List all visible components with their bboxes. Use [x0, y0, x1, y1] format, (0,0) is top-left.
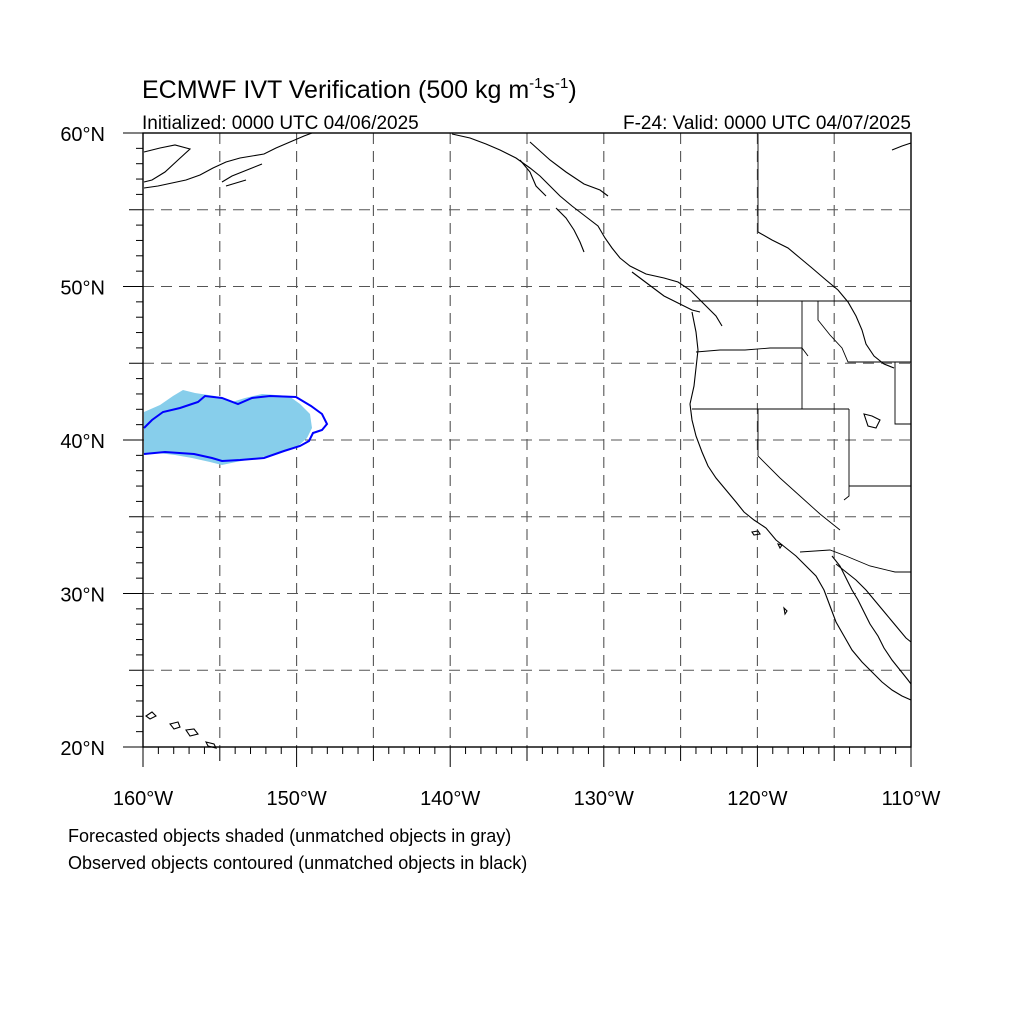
coastlines: [143, 132, 912, 749]
borders: [692, 134, 911, 573]
footnote-forecast: Forecasted objects shaded (unmatched obj…: [68, 826, 512, 846]
observed-object-contour: [143, 394, 329, 463]
title-main: ECMWF IVT Verification (500 kg m: [142, 76, 529, 104]
lon-label: 150°W: [266, 788, 326, 810]
alaska-coast: [143, 144, 192, 183]
forecast-object: [144, 390, 312, 465]
title-exponent-1: -1: [529, 75, 542, 92]
lat-label: 60°N: [60, 124, 105, 146]
lat-label: 40°N: [60, 431, 105, 453]
initialized-label: Initialized: 0000 UTC 04/06/2025: [142, 113, 419, 134]
lon-label: 140°W: [420, 788, 480, 810]
objects-layer: [143, 390, 329, 465]
hawaii-islands: [145, 711, 157, 720]
valid-label: F-24: Valid: 0000 UTC 04/07/2025: [623, 113, 911, 134]
figure-title: ECMWF IVT Verification (500 kg m-1s-1): [142, 75, 577, 104]
map-frame: [142, 132, 912, 748]
map-panel: 60°N 50°N 40°N 30°N 20°N 160°W 150°W 140°W 130°W…: [60, 124, 940, 810]
lon-label: 110°W: [882, 788, 941, 810]
footnote-observed: Observed objects contoured (unmatched ob…: [68, 853, 528, 873]
bc-coast: [451, 133, 723, 327]
lon-label: 120°W: [727, 788, 787, 810]
lat-label: 20°N: [60, 738, 105, 760]
lat-label: 50°N: [60, 278, 105, 300]
title-mid: s: [543, 76, 556, 104]
baja-coast: [831, 555, 912, 685]
axis-labels: 60°N 50°N 40°N 30°N 20°N 160°W 150°W 140°W 130°W…: [60, 124, 940, 810]
lat-label: 30°N: [60, 585, 105, 607]
us-west-coast: [689, 311, 912, 701]
title-exponent-2: -1: [555, 75, 568, 92]
lon-label: 160°W: [113, 788, 173, 810]
title-end: ): [568, 76, 576, 104]
lon-label: 130°W: [574, 788, 634, 810]
